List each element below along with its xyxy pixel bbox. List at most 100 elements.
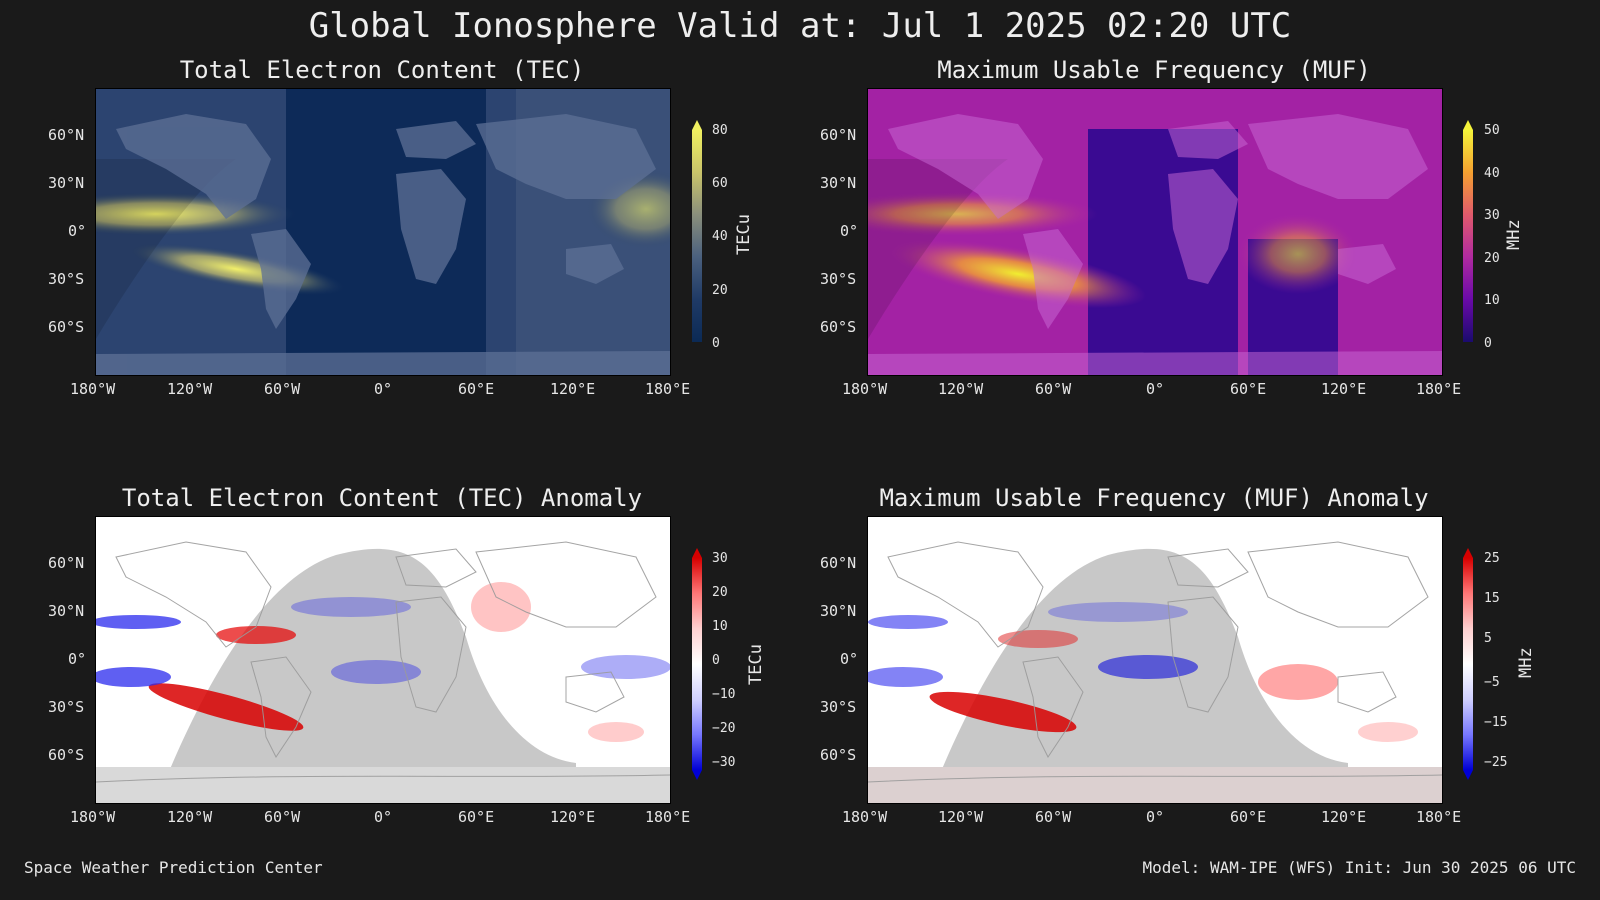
lat-tick: 60°S bbox=[48, 318, 85, 336]
colorbar-tick: −25 bbox=[1484, 755, 1508, 770]
lon-tick: 120°W bbox=[167, 380, 213, 398]
colorbar-arrow bbox=[692, 548, 702, 558]
lat-tick: 30°S bbox=[48, 270, 85, 288]
colorbar-arrow bbox=[692, 770, 702, 780]
lon-tick: 180°W bbox=[70, 808, 116, 826]
colorbar-tick: 40 bbox=[712, 229, 728, 244]
colorbar-tick: 0 bbox=[712, 336, 720, 351]
figure-title: Global Ionosphere Valid at: Jul 1 2025 0… bbox=[308, 6, 1292, 46]
muf-anomaly-map-graphic bbox=[868, 517, 1442, 803]
colorbar-tick: −15 bbox=[1484, 715, 1508, 730]
colorbar-tick: 80 bbox=[712, 123, 728, 138]
panel-title: Maximum Usable Frequency (MUF) Anomaly bbox=[879, 484, 1429, 512]
muf-colorbar bbox=[1463, 130, 1473, 342]
lon-tick: 0° bbox=[1146, 808, 1165, 826]
lat-tick: 0° bbox=[840, 222, 859, 240]
muf-map bbox=[867, 88, 1443, 376]
colorbar-arrow bbox=[1463, 548, 1473, 558]
lat-tick: 30°N bbox=[820, 602, 857, 620]
lat-tick: 30°S bbox=[820, 270, 857, 288]
colorbar-tick: −30 bbox=[712, 755, 736, 770]
lon-tick: 180°W bbox=[842, 808, 888, 826]
lat-tick: 60°N bbox=[48, 126, 85, 144]
lat-tick: 0° bbox=[840, 650, 859, 668]
muf-map-graphic bbox=[868, 89, 1442, 375]
colorbar-label: TECu bbox=[746, 644, 766, 685]
colorbar-tick: −10 bbox=[712, 687, 736, 702]
lon-tick: 120°E bbox=[1321, 380, 1367, 398]
lon-tick: 120°W bbox=[167, 808, 213, 826]
lon-tick: 180°E bbox=[645, 808, 691, 826]
panel-title: Total Electron Content (TEC) bbox=[179, 56, 585, 84]
lat-tick: 60°N bbox=[48, 554, 85, 572]
lon-tick: 60°E bbox=[458, 380, 495, 398]
panel-title: Maximum Usable Frequency (MUF) bbox=[937, 56, 1371, 84]
lat-tick: 30°N bbox=[48, 174, 85, 192]
colorbar-tick: 25 bbox=[1484, 551, 1500, 566]
colorbar-tick: 15 bbox=[1484, 591, 1500, 606]
colorbar-arrow bbox=[692, 120, 702, 130]
colorbar-arrow bbox=[1463, 120, 1473, 130]
tec-map bbox=[95, 88, 671, 376]
colorbar-tick: 30 bbox=[1484, 208, 1500, 223]
lon-tick: 180°E bbox=[645, 380, 691, 398]
lat-tick: 0° bbox=[68, 650, 87, 668]
colorbar-label: MHz bbox=[1516, 647, 1536, 678]
lon-tick: 60°W bbox=[1035, 808, 1072, 826]
lat-tick: 60°S bbox=[820, 318, 857, 336]
colorbar-tick: −20 bbox=[712, 721, 736, 736]
lon-tick: 60°E bbox=[1230, 380, 1267, 398]
lon-tick: 180°W bbox=[70, 380, 116, 398]
lon-tick: 120°E bbox=[550, 808, 596, 826]
lat-tick: 60°N bbox=[820, 554, 857, 572]
colorbar-tick: 0 bbox=[712, 653, 720, 668]
lon-tick: 0° bbox=[1146, 380, 1165, 398]
colorbar-tick: 5 bbox=[1484, 631, 1492, 646]
colorbar-tick: 20 bbox=[712, 585, 728, 600]
lon-tick: 180°W bbox=[842, 380, 888, 398]
muf-anomaly-map bbox=[867, 516, 1443, 804]
tec-anomaly-colorbar bbox=[692, 558, 702, 770]
lat-tick: 60°N bbox=[820, 126, 857, 144]
lon-tick: 180°E bbox=[1416, 808, 1462, 826]
lon-tick: 120°W bbox=[938, 380, 984, 398]
lon-tick: 120°E bbox=[550, 380, 596, 398]
colorbar-tick: 50 bbox=[1484, 123, 1500, 138]
colorbar-label: MHz bbox=[1504, 219, 1524, 250]
lat-tick: 30°N bbox=[820, 174, 857, 192]
tec-map-graphic bbox=[96, 89, 670, 375]
colorbar-tick: 40 bbox=[1484, 166, 1500, 181]
panel-title: Total Electron Content (TEC) Anomaly bbox=[121, 484, 643, 512]
tec-anomaly-map-graphic bbox=[96, 517, 670, 803]
colorbar-tick: 20 bbox=[712, 283, 728, 298]
colorbar-tick: 10 bbox=[712, 619, 728, 634]
lon-tick: 60°W bbox=[264, 380, 301, 398]
lat-tick: 60°S bbox=[48, 746, 85, 764]
tec-anomaly-map bbox=[95, 516, 671, 804]
lon-tick: 0° bbox=[374, 380, 393, 398]
colorbar-tick: 10 bbox=[1484, 293, 1500, 308]
colorbar-tick: 20 bbox=[1484, 251, 1500, 266]
lon-tick: 120°W bbox=[938, 808, 984, 826]
footer-right: Model: WAM-IPE (WFS) Init: Jun 30 2025 0… bbox=[1142, 858, 1576, 877]
colorbar-tick: 0 bbox=[1484, 336, 1492, 351]
lat-tick: 30°S bbox=[48, 698, 85, 716]
muf-anomaly-colorbar bbox=[1463, 558, 1473, 770]
lon-tick: 120°E bbox=[1321, 808, 1367, 826]
lat-tick: 30°N bbox=[48, 602, 85, 620]
colorbar-tick: 60 bbox=[712, 176, 728, 191]
lon-tick: 60°E bbox=[458, 808, 495, 826]
lon-tick: 0° bbox=[374, 808, 393, 826]
tec-colorbar bbox=[692, 130, 702, 342]
colorbar-tick: 30 bbox=[712, 551, 728, 566]
lon-tick: 60°W bbox=[264, 808, 301, 826]
lat-tick: 30°S bbox=[820, 698, 857, 716]
lat-tick: 60°S bbox=[820, 746, 857, 764]
colorbar-arrow bbox=[1463, 770, 1473, 780]
colorbar-tick: −5 bbox=[1484, 675, 1500, 690]
lon-tick: 180°E bbox=[1416, 380, 1462, 398]
lat-tick: 0° bbox=[68, 222, 87, 240]
lon-tick: 60°W bbox=[1035, 380, 1072, 398]
lon-tick: 60°E bbox=[1230, 808, 1267, 826]
